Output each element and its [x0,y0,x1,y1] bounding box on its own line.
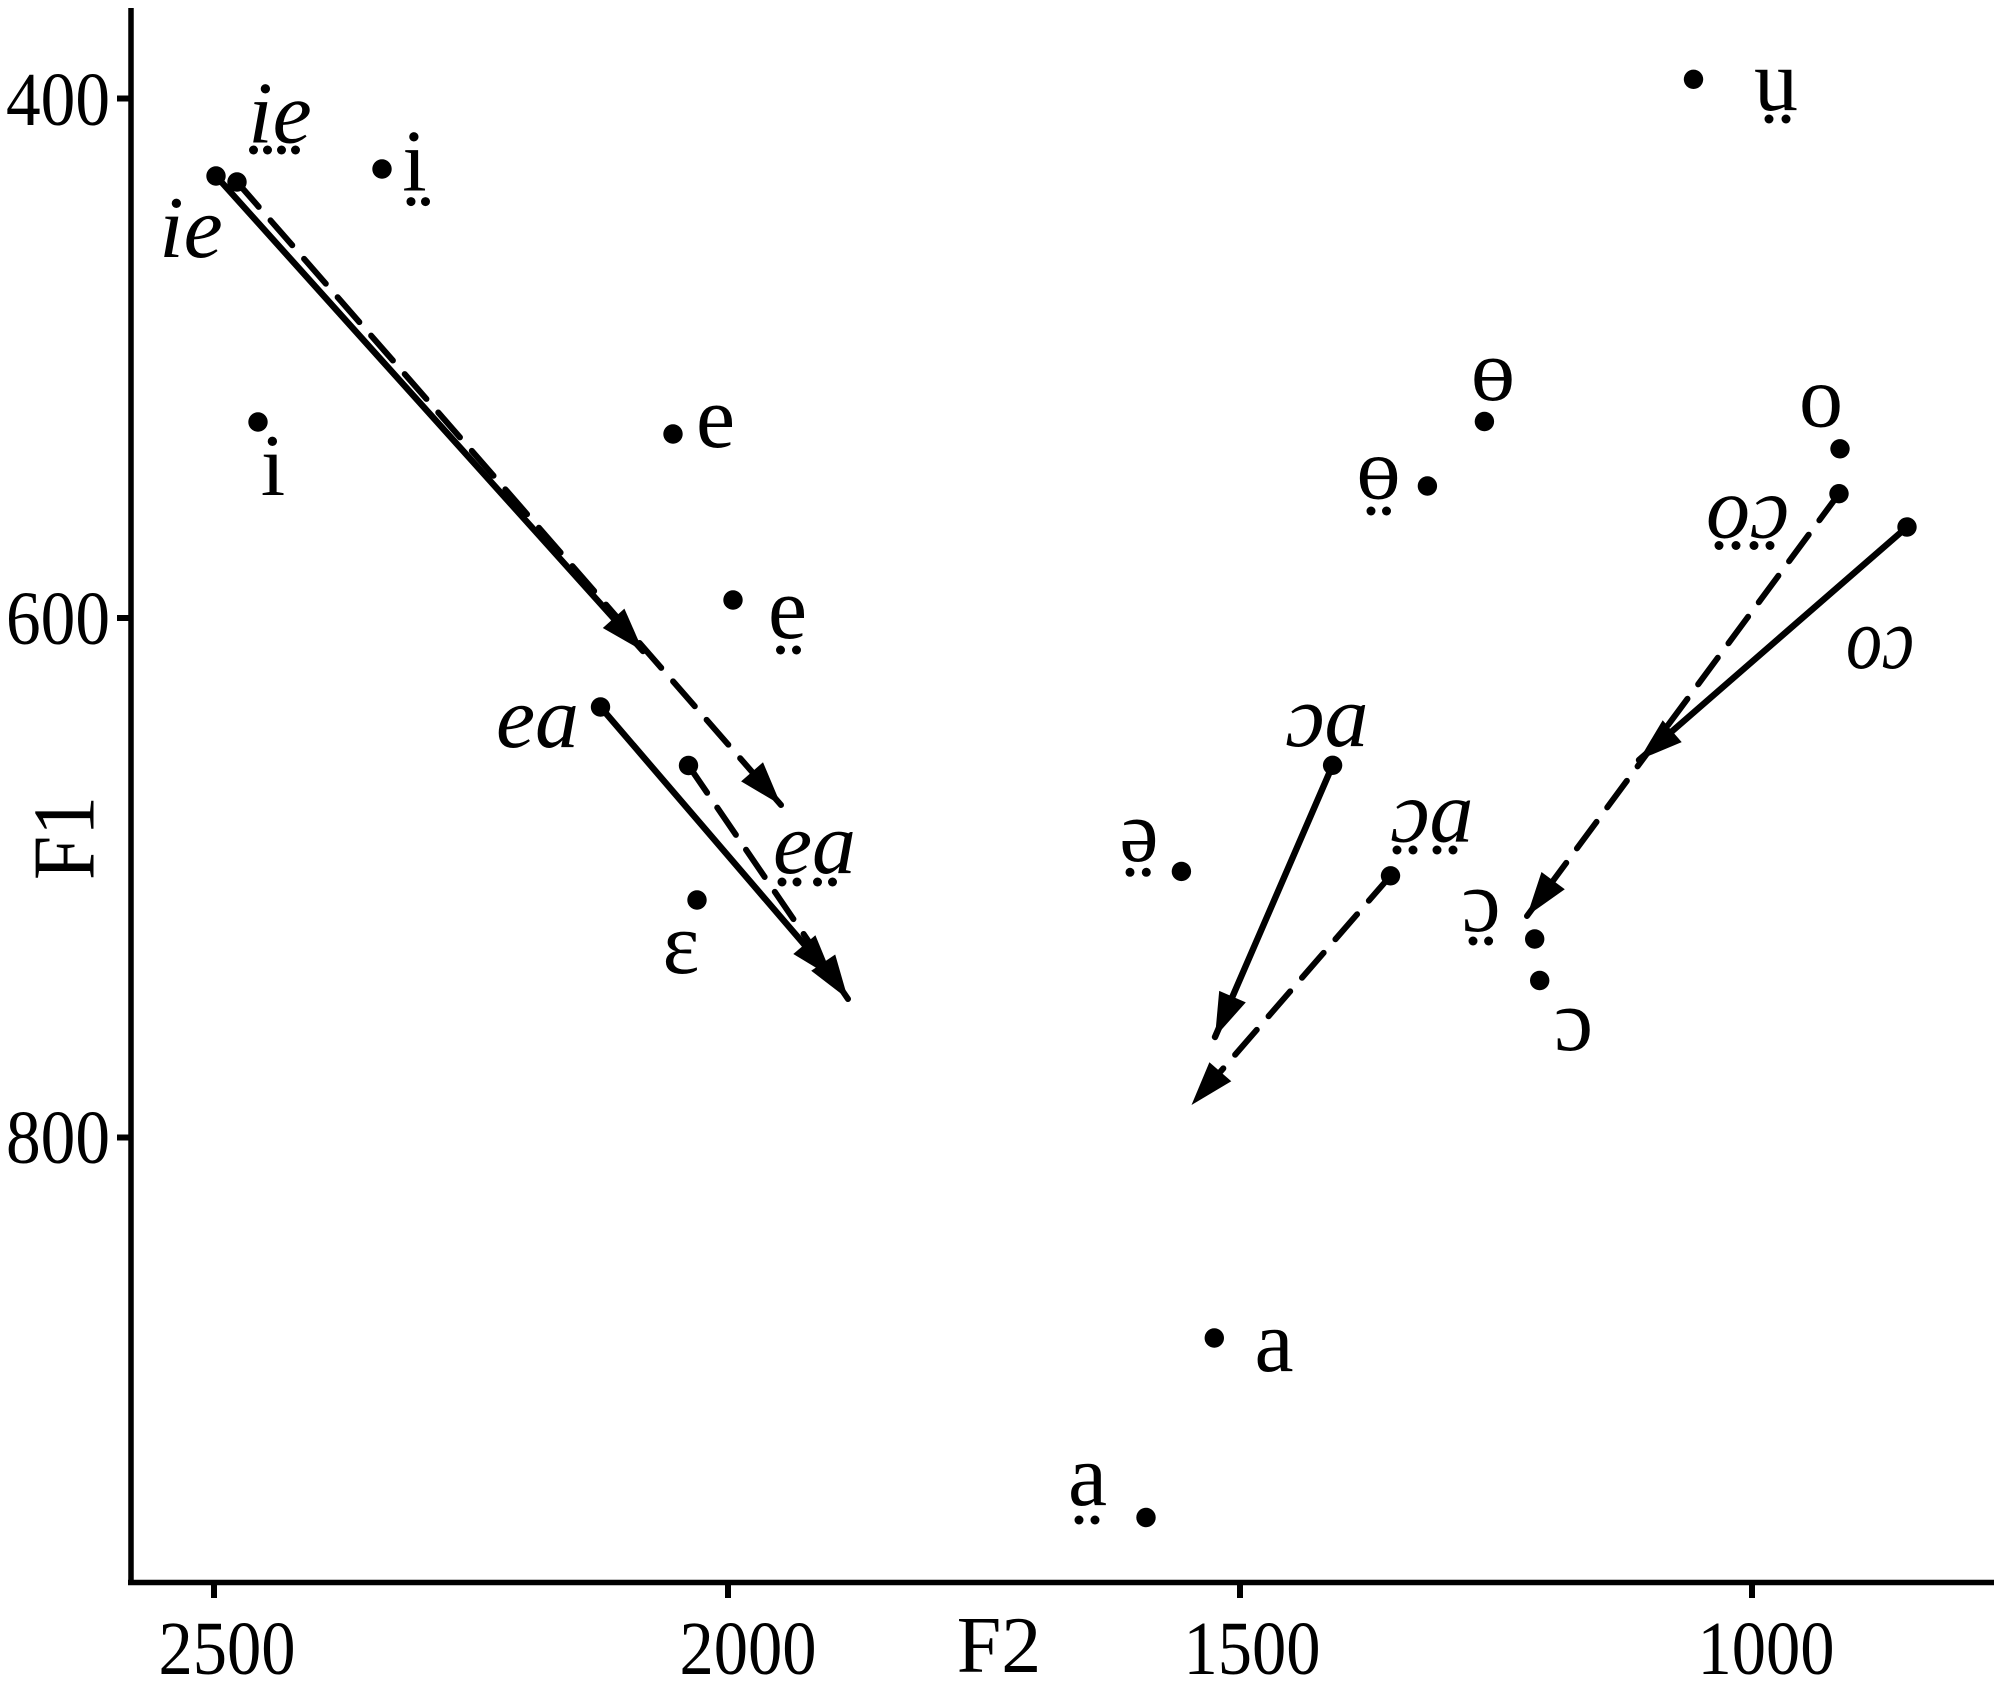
svg-text:2000: 2000 [680,1607,817,1685]
svg-text:a: a [1254,1294,1293,1391]
svg-text:i: i [402,114,426,211]
svg-text:400: 400 [6,58,110,142]
svg-text:ie: ie [159,180,223,277]
svg-text:e: e [696,370,735,467]
svg-text:e: e [768,561,807,658]
svg-text:u: u [1754,33,1798,130]
svg-text:ɛ: ɛ [663,896,700,993]
svg-text:ɔ: ɔ [1461,854,1500,951]
svg-text:ea: ea [773,796,856,893]
svg-text:1500: 1500 [1184,1607,1321,1685]
svg-text:ɵ: ɵ [1471,323,1515,420]
svg-text:F1: F1 [17,796,114,880]
svg-text:i: i [261,418,285,515]
svg-text:ɵ: ɵ [1357,422,1401,519]
svg-text:600: 600 [6,577,110,661]
svg-text:ɔa: ɔa [1285,669,1368,766]
svg-text:a: a [1068,1428,1107,1525]
svg-text:ea: ea [496,670,579,767]
svg-text:800: 800 [6,1096,110,1180]
svg-text:1000: 1000 [1698,1607,1835,1685]
svg-text:ɔ: ɔ [1554,973,1593,1070]
svg-text:oɔ: oɔ [1846,591,1914,688]
svg-text:F2: F2 [957,1602,1042,1685]
svg-text:o: o [1799,350,1843,447]
svg-text:ɔa: ɔa [1390,765,1473,862]
svg-text:ə: ə [1119,784,1158,881]
svg-text:2500: 2500 [159,1607,296,1685]
